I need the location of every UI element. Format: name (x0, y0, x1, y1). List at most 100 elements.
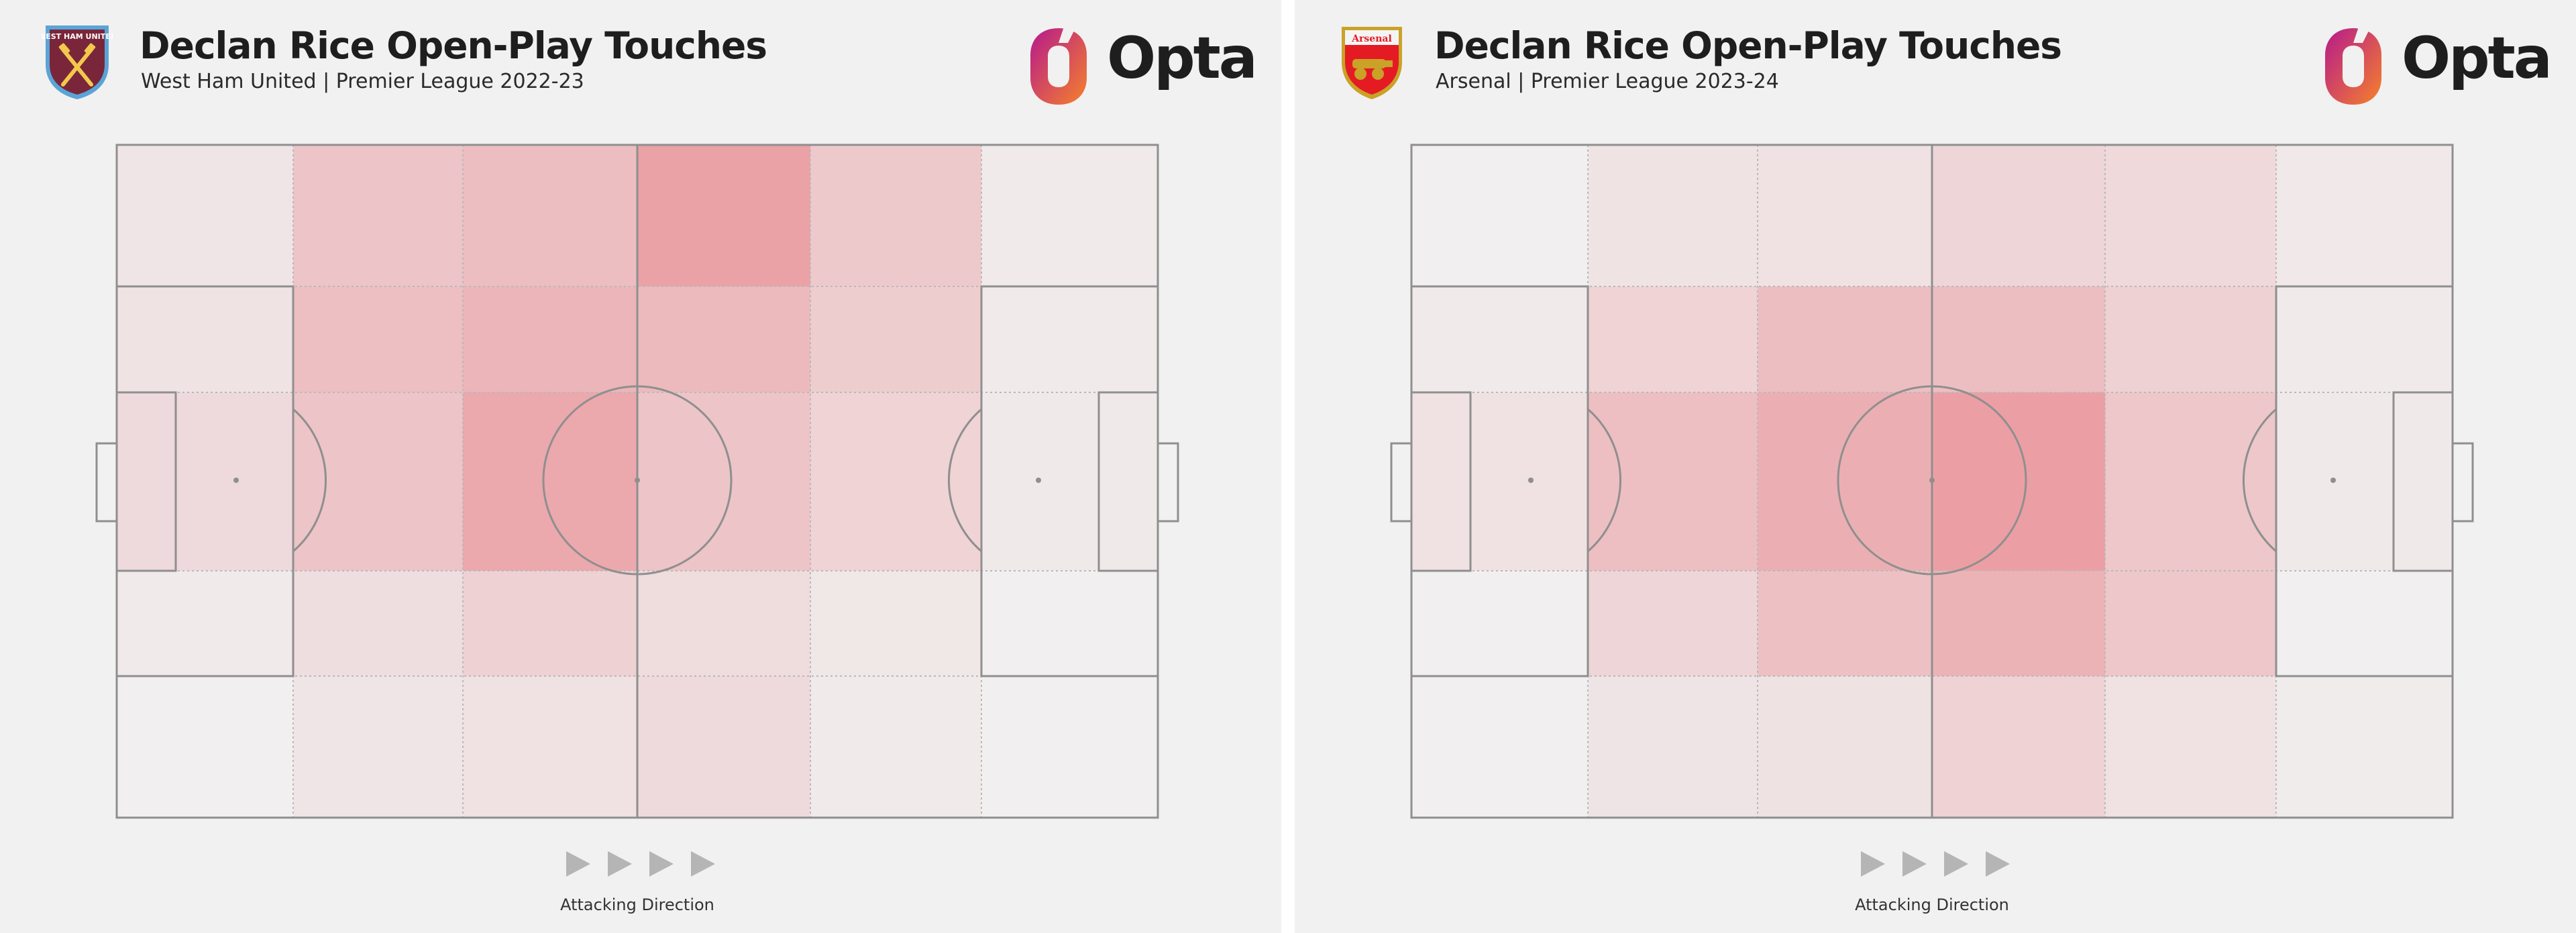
heat-cell (2105, 571, 2276, 676)
goal-right (1157, 442, 1179, 523)
heat-cell (2105, 145, 2276, 286)
heat-cell (2276, 145, 2453, 286)
heat-cell (2105, 392, 2276, 571)
heat-cell (117, 145, 293, 286)
heat-cell (981, 145, 1158, 286)
heat-cell (1588, 392, 1758, 571)
centre-circle (542, 385, 733, 575)
heat-cells (1411, 145, 2453, 818)
heatmap-panel-arsenal: Arsenal Declan Rice Open-Play Touches Ar… (1295, 0, 2576, 933)
heat-cell (637, 392, 810, 571)
heat-cell (1758, 392, 1932, 571)
heat-cell (1758, 145, 1932, 286)
heat-cell (1932, 286, 2105, 392)
heat-cell (463, 145, 637, 286)
heat-cell (1411, 392, 1588, 571)
heat-cell (2105, 286, 2276, 392)
pitch-heatmap (95, 144, 1179, 819)
heat-cell (293, 392, 463, 571)
goal-left (95, 442, 118, 523)
opta-logo-icon (1030, 27, 1087, 105)
heat-cell (293, 571, 463, 676)
heat-cell (2276, 571, 2453, 676)
heat-cell (1411, 676, 1588, 818)
penalty-arc-left (292, 408, 327, 553)
centre-spot (635, 478, 640, 483)
chart-subtitle: Arsenal | Premier League 2023-24 (1436, 70, 1779, 93)
heat-cell (810, 392, 981, 571)
heat-cells (117, 145, 1158, 818)
heat-cell (637, 676, 810, 818)
goal-left (1390, 442, 1413, 523)
chart-title: Declan Rice Open-Play Touches (140, 24, 767, 67)
attacking-direction-arrows-icon (1861, 851, 2010, 877)
heat-cell (293, 676, 463, 818)
heat-cell (810, 145, 981, 286)
opta-logo-icon (2325, 27, 2381, 105)
attacking-direction-label: Attacking Direction (1855, 895, 2009, 914)
centre-circle (1837, 385, 2027, 575)
penalty-spot-left (1528, 478, 1534, 483)
heat-cell (1758, 571, 1932, 676)
penalty-arc-right (2243, 408, 2277, 553)
penalty-arc-right (948, 408, 982, 553)
heat-cell (981, 392, 1158, 571)
heat-cell (1411, 571, 1588, 676)
heat-cell (463, 571, 637, 676)
crest-text: Arsenal (1351, 34, 1392, 44)
heat-cell (2276, 392, 2453, 571)
heat-cell (810, 286, 981, 392)
heat-cell (1588, 676, 1758, 818)
centre-spot (1929, 478, 1935, 483)
heat-cell (981, 571, 1158, 676)
heat-cell (117, 676, 293, 818)
heat-cell (293, 286, 463, 392)
heat-cell (981, 286, 1158, 392)
heat-cell (1588, 286, 1758, 392)
heat-cell (637, 145, 810, 286)
penalty-arc-left (1587, 408, 1621, 553)
heat-cell (1932, 571, 2105, 676)
pitch-heatmap (1390, 144, 2474, 819)
heat-cell (117, 571, 293, 676)
chart-title: Declan Rice Open-Play Touches (1434, 24, 2062, 67)
opta-wordmark: Opta (1107, 25, 1258, 92)
chart-subtitle: West Ham United | Premier League 2022-23 (141, 70, 584, 93)
heat-cell (117, 392, 293, 571)
heat-cell (1588, 571, 1758, 676)
heat-cell (1411, 145, 1588, 286)
pitch-markings (1390, 144, 2474, 819)
heat-cell (637, 571, 810, 676)
heat-cell (2276, 676, 2453, 818)
heat-cell (463, 676, 637, 818)
opta-wordmark: Opta (2402, 25, 2553, 92)
heat-cell (981, 676, 1158, 818)
attacking-direction-arrows-icon (566, 851, 715, 877)
heat-cell (1411, 286, 1588, 392)
heat-cell (1932, 676, 2105, 818)
heat-cell (1932, 145, 2105, 286)
heat-cell (1932, 392, 2105, 571)
heat-cell (810, 571, 981, 676)
heat-cell (117, 286, 293, 392)
heat-cell (1758, 286, 1932, 392)
heat-cell (1588, 145, 1758, 286)
pitch-markings (95, 144, 1179, 819)
heat-cell (637, 286, 810, 392)
attacking-direction-label: Attacking Direction (560, 895, 714, 914)
heat-cell (293, 145, 463, 286)
heat-cell (2276, 286, 2453, 392)
penalty-spot-left (233, 478, 239, 483)
arsenal-crest-icon: Arsenal (1342, 27, 1402, 99)
heat-cell (1758, 676, 1932, 818)
heat-cell (810, 676, 981, 818)
heat-cell (463, 392, 637, 571)
heat-cell (463, 286, 637, 392)
penalty-spot-right (1036, 478, 1041, 483)
heat-cell (2105, 676, 2276, 818)
penalty-spot-right (2330, 478, 2336, 483)
goal-right (2451, 442, 2474, 523)
